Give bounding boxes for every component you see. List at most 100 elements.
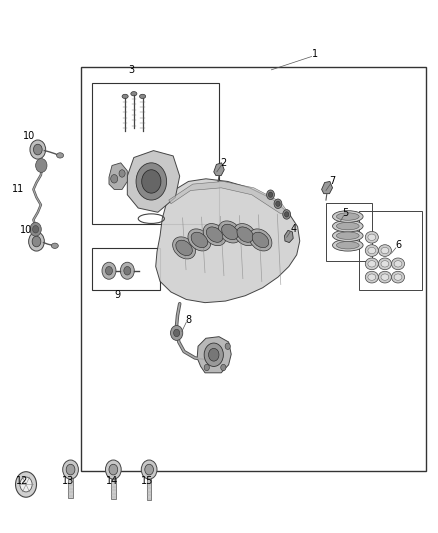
Circle shape (32, 236, 41, 247)
Bar (92, 83, 219, 224)
Ellipse shape (365, 258, 378, 270)
Ellipse shape (365, 271, 378, 283)
Ellipse shape (336, 222, 359, 230)
Ellipse shape (57, 153, 64, 158)
Circle shape (173, 329, 180, 337)
Ellipse shape (252, 232, 269, 248)
Ellipse shape (176, 240, 192, 256)
Text: 3: 3 (129, 65, 135, 75)
Ellipse shape (131, 92, 137, 96)
Text: 4: 4 (290, 224, 296, 235)
Circle shape (276, 201, 280, 206)
Bar (359, 211, 422, 290)
Circle shape (225, 343, 230, 350)
Polygon shape (155, 179, 300, 303)
Ellipse shape (381, 247, 389, 254)
Ellipse shape (219, 221, 241, 243)
Circle shape (20, 477, 32, 492)
Circle shape (35, 159, 47, 172)
Circle shape (221, 365, 226, 370)
Ellipse shape (368, 274, 376, 280)
Ellipse shape (173, 237, 195, 259)
Ellipse shape (249, 229, 272, 251)
Circle shape (145, 464, 153, 475)
Circle shape (142, 169, 161, 193)
Circle shape (106, 266, 113, 275)
Circle shape (30, 222, 41, 236)
Ellipse shape (392, 258, 405, 270)
Ellipse shape (336, 213, 359, 220)
Ellipse shape (332, 211, 363, 222)
Circle shape (204, 365, 209, 370)
Text: 8: 8 (185, 314, 191, 325)
Ellipse shape (332, 230, 363, 241)
Ellipse shape (365, 245, 378, 256)
Text: 12: 12 (16, 477, 29, 486)
Ellipse shape (381, 261, 389, 267)
Ellipse shape (234, 223, 257, 246)
Ellipse shape (368, 261, 376, 267)
Bar (111, 470, 116, 499)
Ellipse shape (332, 220, 363, 232)
Text: 11: 11 (12, 184, 24, 195)
Circle shape (102, 262, 116, 279)
Ellipse shape (365, 231, 378, 243)
Circle shape (120, 262, 134, 279)
Ellipse shape (332, 239, 363, 251)
Ellipse shape (51, 243, 58, 248)
Circle shape (141, 460, 157, 479)
Text: 10: 10 (20, 225, 32, 236)
Circle shape (124, 266, 131, 275)
Circle shape (204, 343, 223, 367)
Text: 1: 1 (312, 49, 318, 59)
Circle shape (170, 326, 183, 341)
Circle shape (30, 140, 46, 159)
Polygon shape (109, 163, 127, 189)
Ellipse shape (206, 227, 223, 243)
Circle shape (33, 144, 42, 155)
Polygon shape (321, 181, 332, 193)
Text: 10: 10 (23, 131, 35, 141)
Bar (326, 203, 372, 261)
Ellipse shape (336, 241, 359, 249)
Circle shape (66, 464, 75, 475)
Bar (68, 470, 73, 498)
Circle shape (119, 169, 125, 177)
Ellipse shape (368, 234, 376, 240)
Circle shape (136, 163, 166, 200)
Polygon shape (197, 337, 231, 373)
Ellipse shape (378, 245, 392, 256)
Bar (81, 67, 426, 471)
Polygon shape (285, 230, 293, 243)
Circle shape (109, 464, 118, 475)
Text: 7: 7 (329, 176, 336, 187)
Circle shape (285, 212, 289, 217)
Ellipse shape (237, 227, 254, 243)
Ellipse shape (203, 223, 226, 246)
Text: 14: 14 (106, 477, 118, 486)
Text: 2: 2 (220, 158, 226, 168)
Text: 5: 5 (343, 208, 349, 219)
Polygon shape (214, 163, 224, 175)
Bar (92, 248, 160, 290)
Text: 6: 6 (395, 240, 401, 250)
Ellipse shape (378, 258, 392, 270)
Text: 15: 15 (141, 477, 153, 486)
Circle shape (267, 190, 275, 199)
Circle shape (15, 472, 36, 497)
Polygon shape (127, 151, 180, 212)
Circle shape (208, 349, 219, 361)
Circle shape (32, 225, 39, 233)
Circle shape (28, 232, 44, 251)
Circle shape (106, 460, 121, 479)
Circle shape (111, 174, 118, 183)
Ellipse shape (378, 271, 392, 283)
Ellipse shape (394, 261, 402, 267)
Ellipse shape (140, 94, 146, 99)
Text: 13: 13 (62, 477, 74, 486)
Circle shape (63, 460, 78, 479)
Ellipse shape (122, 94, 128, 99)
Text: 9: 9 (115, 289, 121, 300)
Ellipse shape (368, 247, 376, 254)
Ellipse shape (381, 274, 389, 280)
